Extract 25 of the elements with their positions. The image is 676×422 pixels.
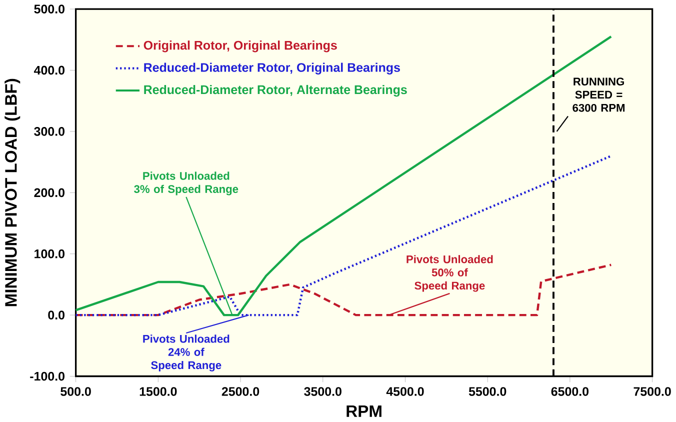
y-tick-label: 500.0 [34, 4, 64, 14]
y-axis-title: MINIMUM PIVOT LOAD (LBF) [4, 79, 20, 306]
line-series [74, 264, 612, 316]
y-tick-label: 400.0 [34, 66, 64, 75]
x-tick-label: 5500.0 [468, 387, 506, 396]
x-tick-label: 4500.0 [386, 387, 424, 396]
x-tick-label: 6500.0 [551, 387, 589, 396]
x-tick-label: 1500.0 [140, 387, 177, 396]
y-tick-label: 100.0 [34, 250, 64, 259]
annotation: Pivots Unloaded 50% of Speed Range [406, 255, 493, 292]
x-tick-label: 500.0 [60, 387, 91, 396]
x-tick-label: 3500.0 [304, 387, 342, 396]
y-tick-label: 300.0 [34, 127, 64, 136]
legend-label: Reduced-Diameter Rotor, Alternate Bearings [144, 85, 407, 97]
y-tick-label: 0.0 [48, 310, 64, 320]
y-tick-label: 200.0 [34, 188, 64, 198]
x-tick-label: 2500.0 [222, 387, 260, 396]
legend-label: Reduced-Diameter Rotor, Original Bearings [144, 63, 400, 75]
legend-label: Original Rotor, Original Bearings [144, 40, 337, 52]
y-tick-label: -100.0 [30, 372, 64, 381]
annotation: Pivots Unloaded 24% of Speed Range [143, 334, 230, 372]
ref-line-label: RUNNING SPEED = 6300 RPM [572, 78, 625, 112]
x-axis-title: RPM [346, 406, 382, 418]
x-tick-label: 7500.0 [634, 387, 671, 396]
annotation: Pivots Unloaded 3% of Speed Range [134, 172, 238, 196]
